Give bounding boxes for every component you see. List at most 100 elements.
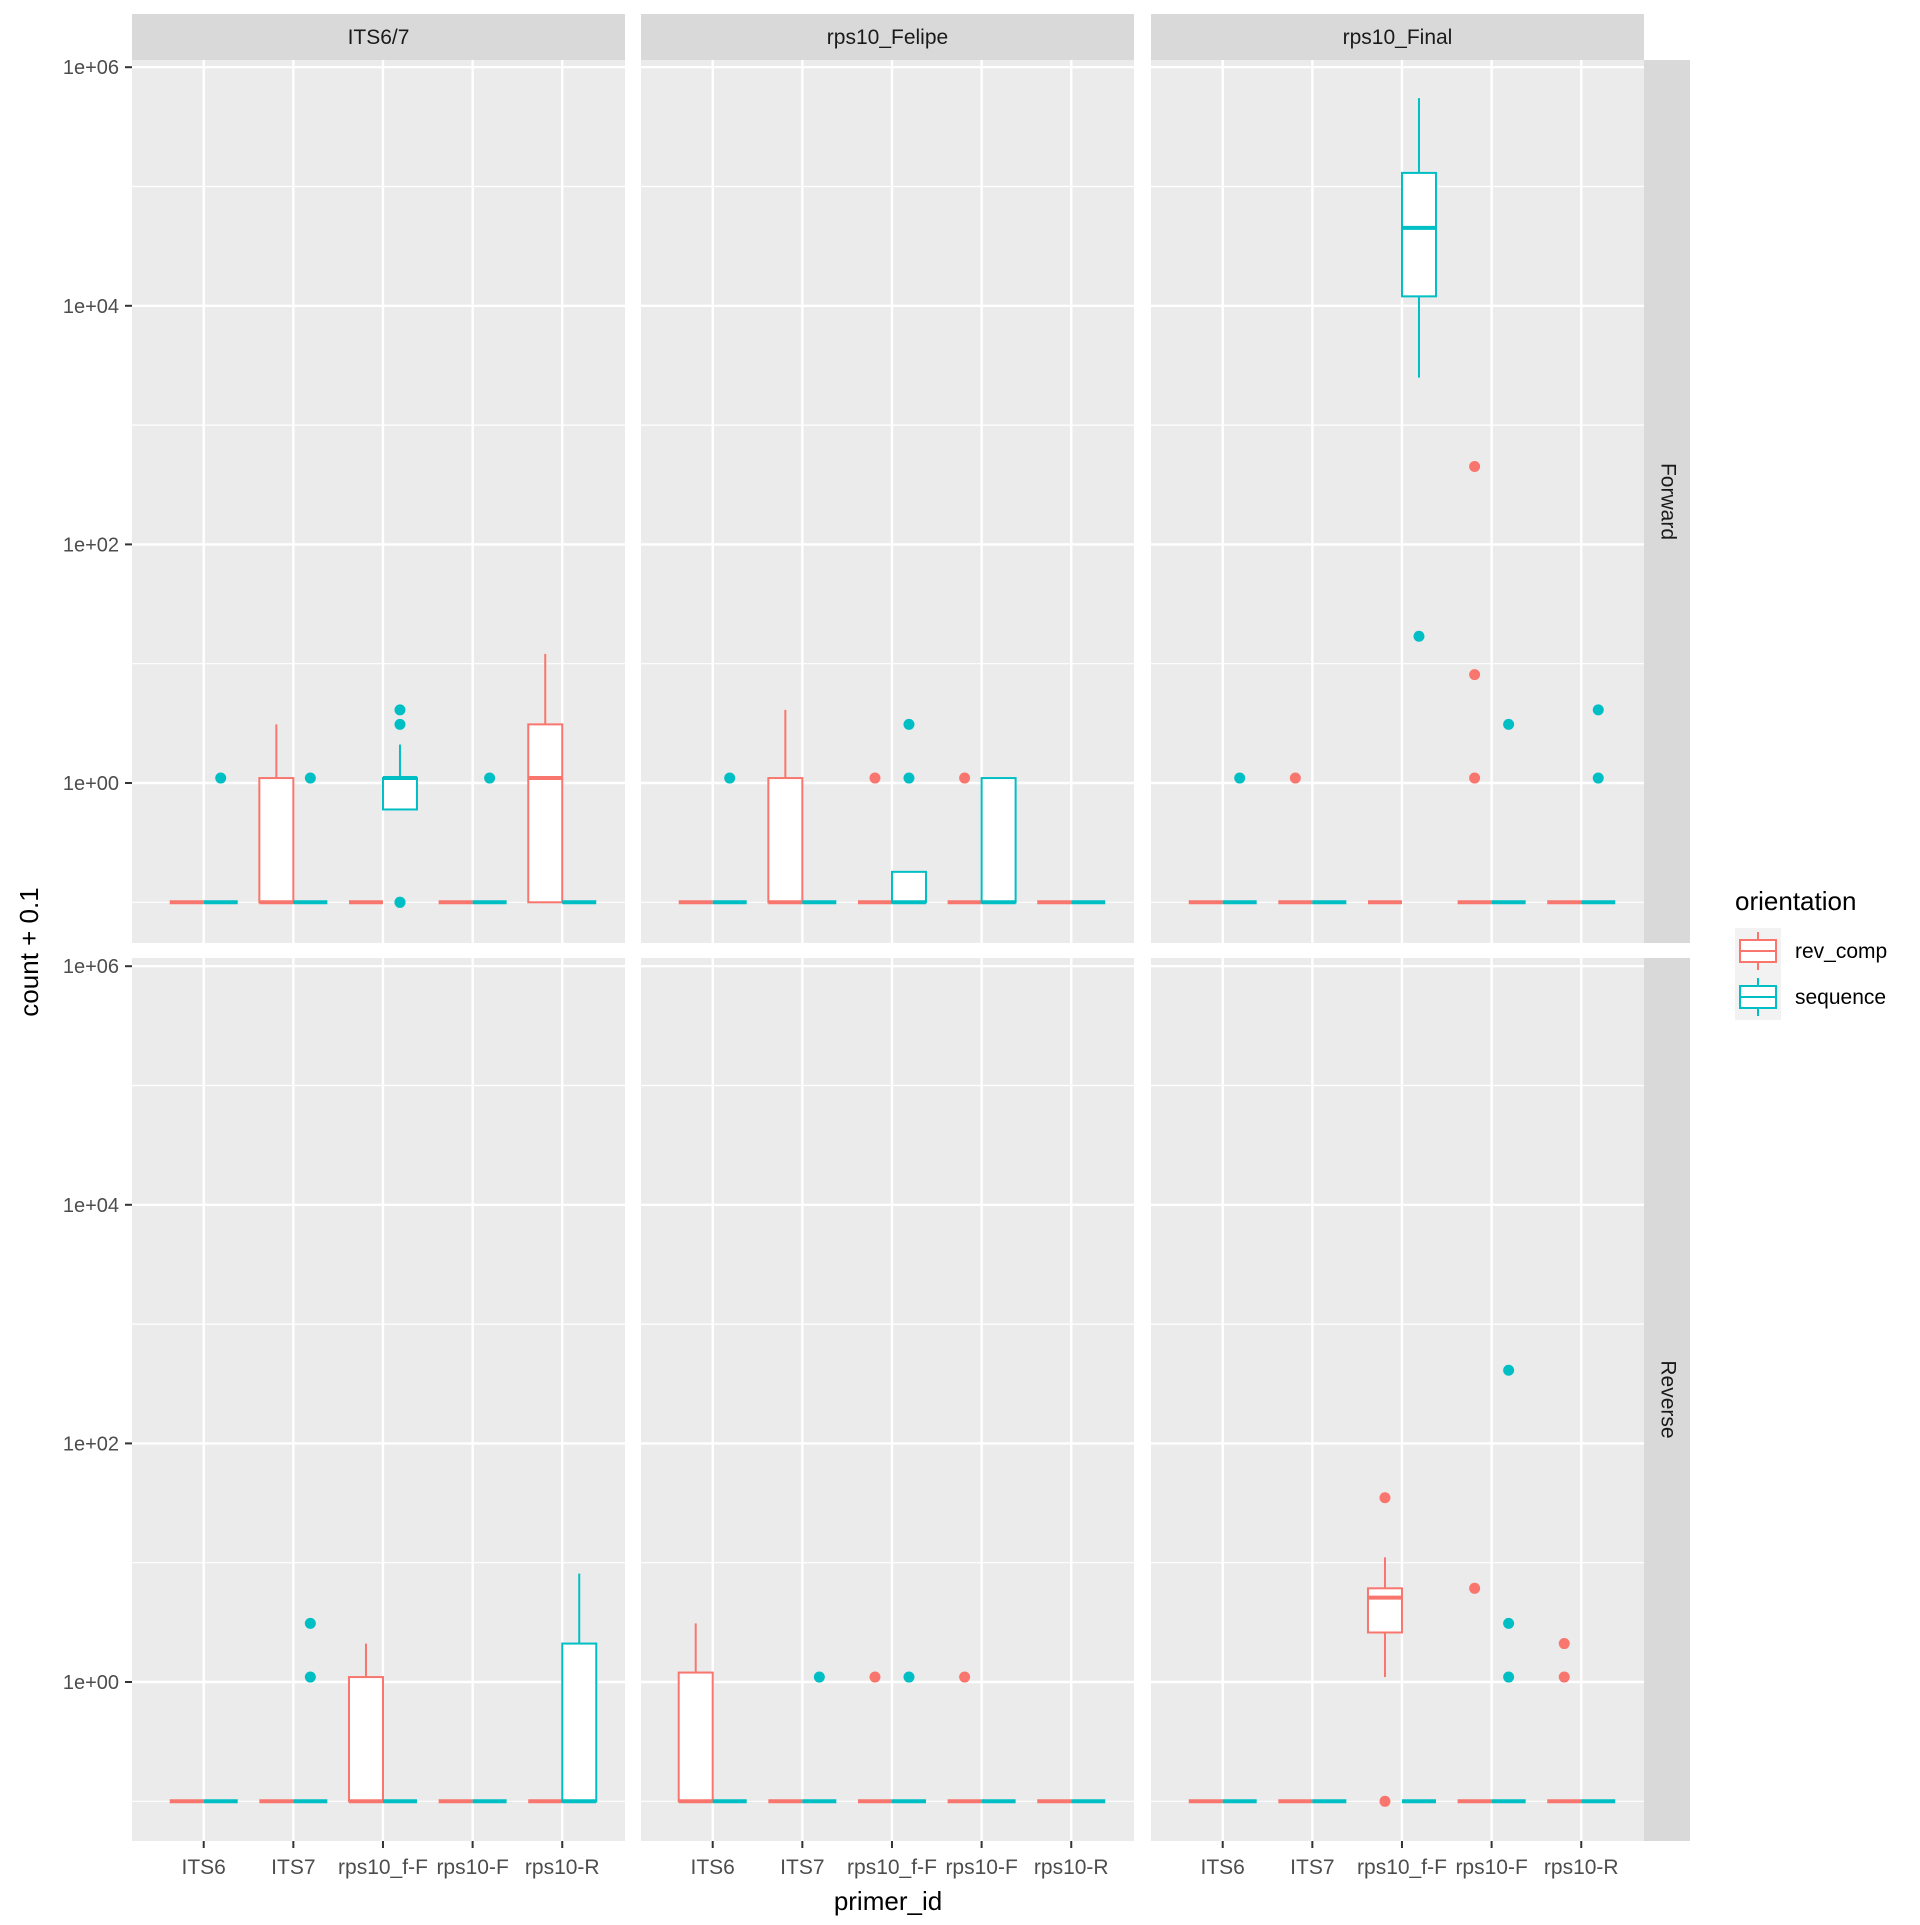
box-ITS7-sequence (802, 1671, 837, 1804)
x-tick-label: rps10-R (525, 1856, 600, 1879)
box-rps10_f-F-rev_comp (857, 1671, 892, 1804)
panel-background (641, 60, 1134, 943)
box-rps10-R-rev_comp (1547, 1638, 1582, 1804)
outlier-point (394, 718, 406, 730)
outlier-point (869, 772, 881, 784)
box-rps10-F-sequence (1491, 1364, 1526, 1804)
box-iqr (980, 777, 1017, 904)
facet-label-col: rps10_Felipe (827, 26, 948, 49)
legend-item-sequence: sequence (1735, 974, 1886, 1020)
outlier-point (1503, 1617, 1515, 1629)
box-rps10_f-F-rev_comp (1366, 1492, 1403, 1807)
x-axis-title: primer_id (834, 1886, 942, 1916)
facet-strip-right (1644, 60, 1690, 943)
facet-label-col: rps10_Final (1343, 26, 1453, 49)
outlier-point (1379, 1492, 1391, 1504)
panel-background (1151, 958, 1644, 1841)
box-ITS6-sequence (203, 772, 238, 905)
x-tick-label: rps10-R (1034, 1856, 1109, 1879)
outlier-point (1592, 772, 1604, 784)
outlier-point (869, 1671, 881, 1683)
box-ITS7-sequence (293, 772, 328, 905)
outlier-point (394, 704, 406, 716)
box-iqr (381, 777, 418, 811)
outlier-point (1413, 630, 1425, 642)
panel-reverse-2 (1151, 958, 1644, 1841)
panel-background (1151, 60, 1644, 943)
box-iqr (561, 1642, 598, 1803)
box-rps10-F-sequence (980, 777, 1017, 905)
box-iqr (767, 777, 804, 904)
facet-label-row: Forward (1656, 463, 1679, 540)
outlier-point (1503, 1671, 1515, 1683)
x-tick-label: rps10-R (1544, 1856, 1619, 1879)
x-tick-label: ITS7 (271, 1856, 315, 1879)
x-tick-label: rps10-F (436, 1856, 508, 1879)
box-rps10-R-sequence (1581, 704, 1616, 905)
box-rps10-F-sequence (1491, 718, 1526, 905)
outlier-point (215, 772, 227, 784)
box-ITS7-rev_comp (1278, 772, 1313, 905)
box-ITS6-sequence (712, 772, 747, 905)
x-tick-label: rps10-F (1455, 1856, 1527, 1879)
box-rps10_f-F-sequence (1400, 98, 1437, 642)
box-iqr (347, 1676, 384, 1803)
box-iqr (527, 723, 564, 904)
outlier-point (903, 1671, 915, 1683)
facet-strip-right (1644, 958, 1690, 1841)
box-iqr (1366, 1587, 1403, 1634)
y-tick-label: 1e+04 (63, 296, 119, 318)
box-rps10-R-rev_comp (527, 653, 564, 904)
box-ITS7-rev_comp (258, 724, 295, 905)
outlier-point (1503, 1364, 1515, 1376)
outlier-point (903, 718, 915, 730)
box-rps10-F-rev_comp (947, 1671, 982, 1804)
facet-strip-top (1151, 14, 1644, 60)
legend-label: rev_comp (1795, 940, 1887, 963)
y-tick-label: 1e+06 (63, 57, 119, 79)
box-iqr (1400, 171, 1437, 298)
outlier-point (1234, 772, 1246, 784)
x-tick-label: rps10_f-F (1357, 1856, 1447, 1879)
panel-forward-0 (132, 60, 625, 943)
x-tick-label: ITS6 (182, 1856, 226, 1879)
box-ITS6-rev_comp (677, 1623, 714, 1804)
x-tick-label: ITS6 (1201, 1856, 1245, 1879)
box-rps10-F-sequence (472, 772, 507, 905)
panel-forward-1 (641, 60, 1134, 943)
y-tick-label: 1e+02 (63, 534, 119, 556)
box-ITS6-sequence (1222, 772, 1257, 905)
outlier-point (1558, 1671, 1570, 1683)
x-tick-label: rps10_f-F (847, 1856, 937, 1879)
y-tick-label: 1e+00 (63, 773, 119, 795)
facet-strip-top (132, 14, 625, 60)
box-rps10-F-rev_comp (947, 772, 982, 905)
facet-label-col: ITS6/7 (348, 26, 410, 49)
outlier-point (959, 772, 971, 784)
x-tick-label: ITS7 (780, 1856, 824, 1879)
outlier-point (1469, 772, 1481, 784)
y-tick-label: 1e+06 (63, 956, 119, 978)
panel-background (641, 958, 1134, 1841)
box-rps10_f-F-sequence (890, 718, 927, 905)
outlier-point (1503, 718, 1515, 730)
y-tick-label: 1e+04 (63, 1195, 119, 1217)
box-rps10_f-F-sequence (891, 1671, 926, 1804)
box-rps10_f-F-rev_comp (347, 1643, 384, 1804)
outlier-point (304, 1617, 316, 1629)
box-rps10_f-F-sequence (381, 704, 418, 908)
x-tick-label: ITS7 (1290, 1856, 1334, 1879)
y-tick-label: 1e+00 (63, 1672, 119, 1694)
outlier-point (304, 1671, 316, 1683)
x-tick-label: rps10-F (945, 1856, 1017, 1879)
panel-reverse-1 (641, 958, 1134, 1841)
x-tick-label: ITS6 (691, 1856, 735, 1879)
outlier-point (813, 1671, 825, 1683)
y-axis-title: count + 0.1 (14, 887, 44, 1016)
outlier-point (903, 772, 915, 784)
box-rps10-F-rev_comp (1457, 460, 1492, 905)
box-rps10-R-sequence (561, 1573, 598, 1804)
outlier-point (304, 772, 316, 784)
outlier-point (484, 772, 496, 784)
